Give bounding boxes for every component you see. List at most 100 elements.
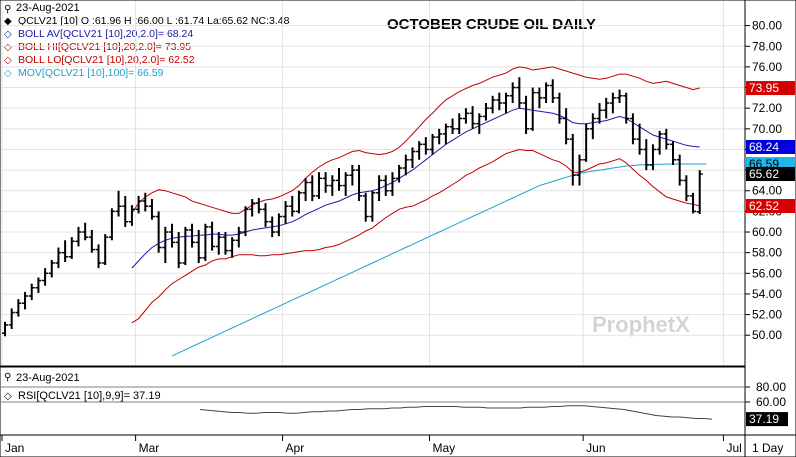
- ohlc-bar: [442, 123, 449, 145]
- ohlc-bar: [456, 113, 463, 134]
- ohlc-bar: [255, 197, 262, 214]
- legend-marker-icon: ◇: [4, 55, 12, 66]
- ohlc-bar: [295, 190, 302, 214]
- rsi-badge-label: 37.19: [749, 412, 779, 426]
- ohlc-bar: [402, 154, 409, 176]
- header-date: ⚲ 23-Aug-2021: [4, 2, 80, 15]
- value-badge: [746, 81, 795, 96]
- ohlc-bar: [342, 172, 349, 196]
- y-tick-label: 50.00: [752, 328, 782, 342]
- ohlc-bar: [215, 232, 222, 255]
- ohlc-bar: [489, 95, 496, 114]
- ohlc-bar: [623, 92, 630, 124]
- y-tick-label: 70.00: [752, 122, 782, 136]
- x-tick-label: Jun: [586, 441, 605, 455]
- watermark: ProphetX: [592, 312, 690, 337]
- ohlc-bar: [42, 268, 49, 286]
- ohlc-bar: [589, 113, 596, 140]
- ohlc-bar: [569, 133, 576, 186]
- ohlc-bar: [543, 82, 550, 104]
- ohlc-bar: [609, 92, 616, 114]
- ohlc-bar: [169, 223, 175, 248]
- ohlc-bar: [690, 192, 697, 214]
- ohlc-bar: [175, 232, 182, 269]
- legend-marker-icon: ◇: [4, 42, 12, 53]
- ohlc-bar: [289, 195, 296, 217]
- value-badge-label: 65.62: [749, 167, 779, 181]
- ohlc-bar: [449, 118, 456, 134]
- interval-label[interactable]: 1 Day: [752, 441, 783, 455]
- ohlc-bar: [389, 172, 396, 196]
- ohlc-bar: [2, 321, 8, 337]
- ohlc-bar: [22, 291, 29, 310]
- chart-title: OCTOBER CRUDE OIL DAILY: [387, 16, 596, 33]
- legend-entry: BOLL HI[QCLV21 [10],20,2.0]= 73.95: [18, 41, 191, 53]
- rsi-legend: RSI[QCLV21 [10],9,9]= 37.19: [18, 390, 161, 402]
- legend: ◆ QCLV21 [10] O :61.96 H :66.00 L :61.74 …: [4, 15, 290, 79]
- ohlc-bar: [462, 108, 469, 124]
- ohlc-bar: [222, 232, 229, 255]
- x-tick-label: Apr: [286, 441, 305, 455]
- series-line-boll-hi: [131, 66, 700, 214]
- ohlc-bar: [95, 244, 102, 269]
- ohlc-bar: [15, 299, 22, 317]
- rsi-line: [199, 405, 713, 420]
- ohlc-bar: [162, 226, 169, 263]
- ohlc-bar: [122, 195, 129, 227]
- time-axis: [0, 434, 746, 457]
- ohlc-bar: [596, 103, 603, 124]
- value-badge-label: 73.95: [749, 81, 779, 95]
- ohlc-bar: [356, 164, 363, 202]
- ohlc-bar: [28, 283, 35, 301]
- interval-box: [744, 434, 796, 457]
- x-tick-label: Jul: [726, 441, 741, 455]
- ohlc-bar: [269, 216, 276, 238]
- ohlc-bar: [563, 108, 570, 145]
- ohlc-bar: [416, 141, 423, 160]
- x-tick-labels: JanMarAprMayJunJulAug: [1, 435, 742, 455]
- ohlc-bar: [670, 141, 676, 165]
- ohlc-bar: [529, 87, 536, 131]
- ohlc-bar: [75, 226, 82, 247]
- ohlc-bar: [282, 201, 289, 224]
- price-bars: [2, 77, 703, 337]
- legend-marker-icon: ◇: [4, 29, 12, 40]
- y-tick-label: 56.00: [752, 266, 782, 280]
- rsi-tick-label: 80.00: [756, 380, 786, 394]
- ohlc-bar: [148, 198, 155, 220]
- x-tick-label: Mar: [139, 441, 160, 455]
- y-tick-label: 54.00: [752, 287, 782, 301]
- ohlc-bar: [35, 277, 42, 293]
- price-panel: [0, 0, 746, 367]
- ohlc-bar: [482, 103, 489, 121]
- ohlc-bar: [195, 229, 202, 263]
- ohlc-bar: [663, 128, 670, 150]
- ohlc-bar: [676, 154, 683, 186]
- y-tick-label: 80.00: [752, 19, 782, 33]
- value-badge-label: 68.24: [749, 140, 779, 154]
- legend-entry: BOLL LO[QCLV21 [10],20,2.0]= 62.52: [18, 54, 195, 66]
- ohlc-bar: [369, 190, 376, 222]
- search-icon[interactable]: ⚲: [4, 4, 11, 15]
- ohlc-bar: [496, 92, 503, 111]
- ohlc-bar: [275, 213, 282, 237]
- ohlc-bar: [88, 229, 95, 253]
- ohlc-bar: [583, 123, 590, 162]
- ohlc-bar: [262, 203, 269, 227]
- value-badge-label: 62.52: [749, 199, 779, 213]
- ohlc-bar: [48, 259, 55, 278]
- ohlc-bar: [182, 226, 189, 266]
- search-icon[interactable]: ⚲: [4, 372, 11, 383]
- ohlc-bar: [209, 221, 216, 251]
- ohlc-bar: [249, 198, 256, 217]
- legend-entry: QCLV21 [10] O :61.96 H :66.00 L :61.74 L…: [18, 15, 290, 27]
- series-line-boll-lo: [131, 148, 700, 324]
- y-tick-label: 60.00: [752, 225, 782, 239]
- rsi-badge: [746, 412, 788, 427]
- ohlc-bar: [62, 240, 69, 262]
- y-tick-label: 78.00: [752, 39, 782, 53]
- ohlc-bar: [409, 147, 416, 169]
- ohlc-bar: [336, 168, 342, 191]
